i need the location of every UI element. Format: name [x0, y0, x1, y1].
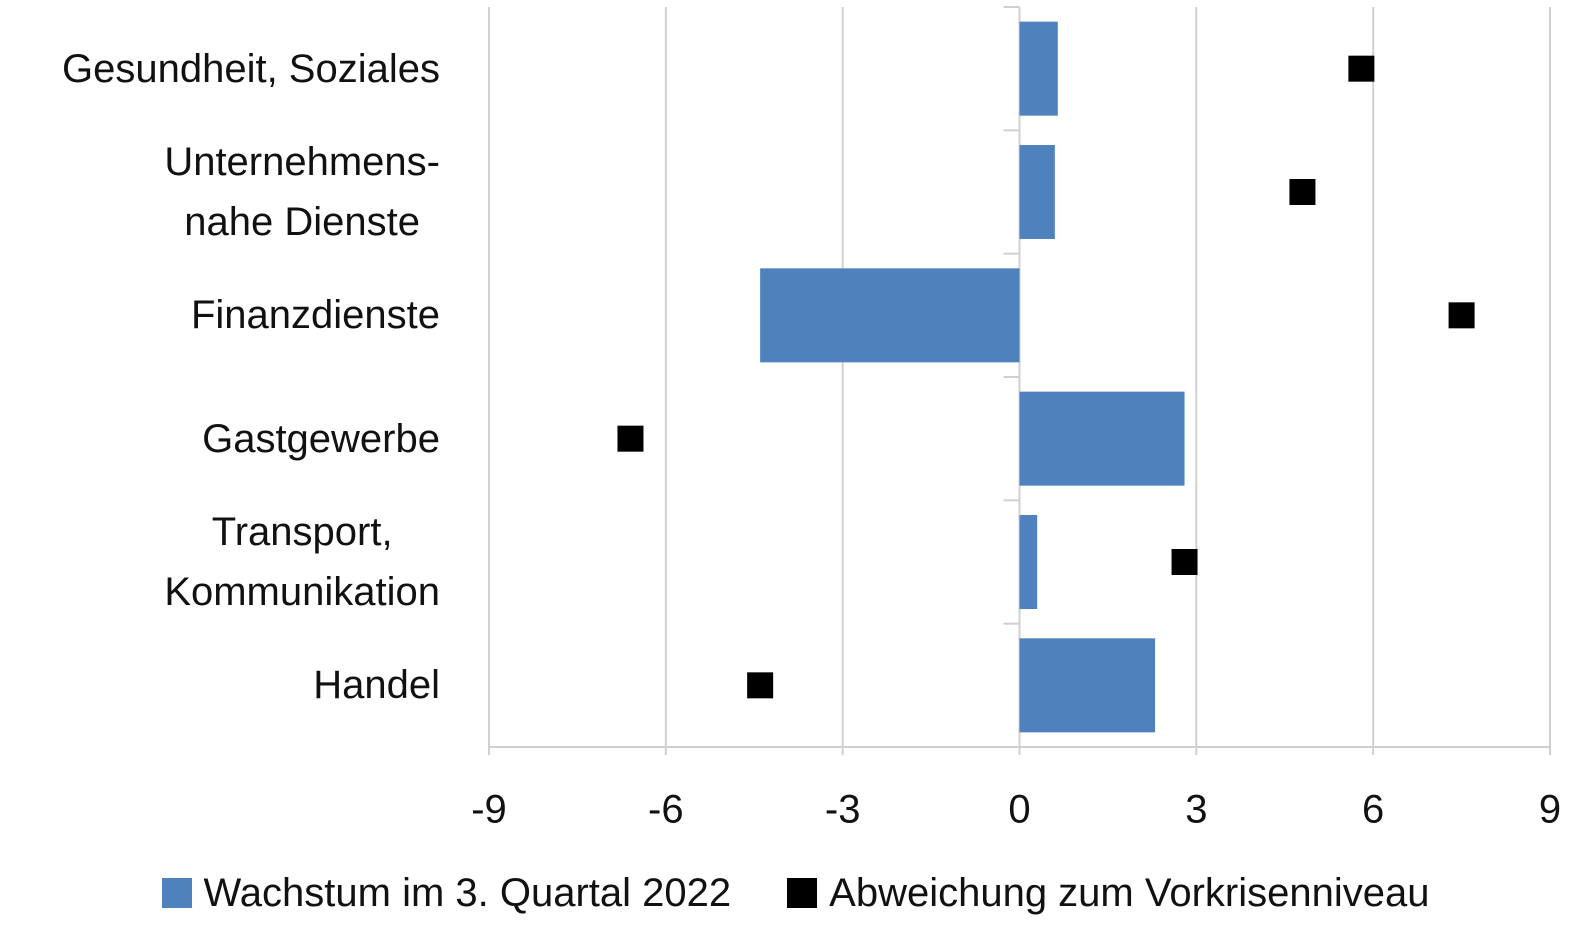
bar: [1019, 638, 1156, 733]
x-tick-label: -3: [825, 788, 861, 832]
legend-swatch: [787, 878, 818, 908]
legend-item: Abweichung zum Vorkrisenniveau: [787, 868, 1429, 918]
legend-label: Abweichung zum Vorkrisenniveau: [829, 871, 1430, 915]
x-tick-label: 3: [1185, 788, 1207, 832]
marker: [747, 672, 774, 699]
marker: [1289, 179, 1316, 205]
category-label: Gastgewerbe: [202, 416, 440, 461]
marker: [1348, 55, 1375, 82]
x-tick-label: 6: [1362, 788, 1384, 832]
legend-item: Wachstum im 3. Quartal 2022: [161, 868, 732, 918]
x-tick-label: -6: [648, 788, 684, 832]
marker: [1448, 302, 1475, 329]
marker: [1171, 549, 1198, 575]
bar: [1019, 21, 1058, 116]
category-label: Transport, Kommunikation: [164, 510, 440, 614]
bar: [1019, 391, 1185, 486]
category-label: Gesundheit, Soziales: [61, 46, 440, 91]
bar: [760, 268, 1020, 363]
legend: Wachstum im 3. Quartal 2022 Abweichung zu…: [0, 868, 1591, 918]
x-tick-label: 9: [1539, 788, 1561, 832]
legend-label: Wachstum im 3. Quartal 2022: [203, 871, 732, 915]
x-tick-label: 0: [1008, 788, 1030, 832]
bar: [1019, 145, 1055, 239]
x-tick-label: -9: [471, 788, 507, 832]
category-label: Handel: [313, 663, 440, 708]
category-label: Unternehmens- nahe Dienste: [164, 140, 440, 244]
bar: [1019, 515, 1038, 609]
category-label: Finanzdienste: [190, 293, 440, 338]
marker: [617, 425, 644, 452]
legend-swatch: [161, 878, 192, 908]
